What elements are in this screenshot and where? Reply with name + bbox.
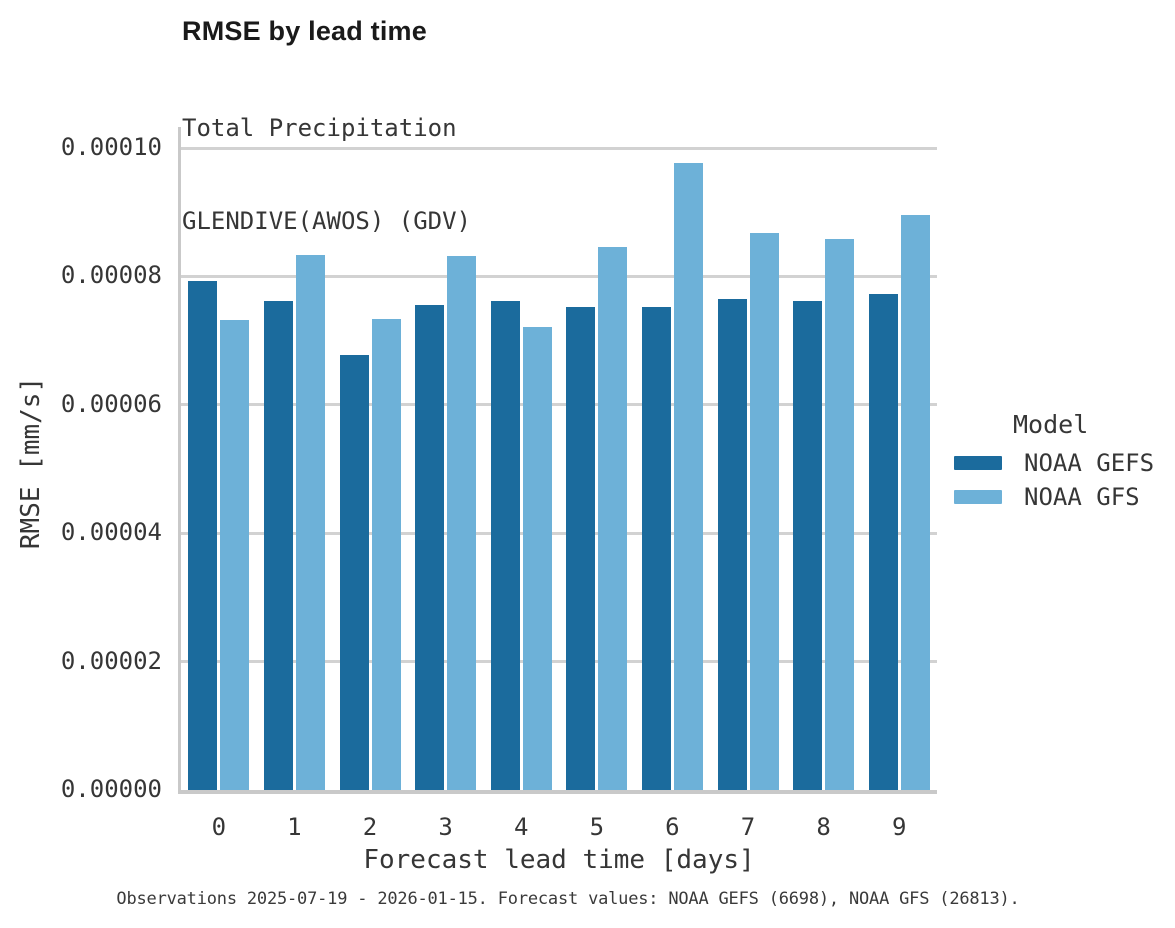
y-tick-label: 0.00002 <box>60 646 162 675</box>
gridline <box>181 660 937 664</box>
y-tick-label: 0.00000 <box>60 775 162 803</box>
gridline <box>181 274 937 278</box>
bar-noaa-gefs-lead-7 <box>717 299 747 790</box>
chart-subtitle-line-1: Total Precipitation <box>182 114 457 142</box>
legend: Model NOAA GEFS NOAA GFS <box>954 410 1169 519</box>
legend-swatch-icon <box>954 490 1002 504</box>
x-tick-label: 3 <box>438 813 453 841</box>
gridline <box>181 403 937 407</box>
bar-noaa-gefs-lead-4 <box>490 301 520 790</box>
legend-item: NOAA GFS <box>954 483 1169 511</box>
legend-items: NOAA GEFS NOAA GFS <box>954 449 1169 511</box>
chart-title: RMSE by lead time <box>182 16 427 46</box>
x-tick-label: 8 <box>816 813 831 841</box>
bar-noaa-gefs-lead-5 <box>566 307 596 790</box>
x-tick-label: 5 <box>589 813 605 841</box>
chart-subtitle: Total Precipitation GLENDIVE(AWOS) (GDV) <box>182 51 471 268</box>
bar-noaa-gfs-lead-4 <box>522 327 552 790</box>
bar-noaa-gfs-lead-6 <box>673 163 703 790</box>
bar-noaa-gefs-lead-2 <box>339 355 369 790</box>
x-tick-label: 2 <box>362 813 378 841</box>
bar-noaa-gfs-lead-5 <box>598 247 628 790</box>
bar-noaa-gefs-lead-9 <box>868 294 898 790</box>
bar-noaa-gefs-lead-3 <box>415 305 445 790</box>
y-axis-title: RMSE [mm/s] <box>16 376 46 550</box>
legend-label: NOAA GEFS <box>1024 449 1155 477</box>
bar-noaa-gefs-lead-0 <box>188 281 218 790</box>
legend-swatch-icon <box>954 456 1002 470</box>
legend-title: Model <box>1013 410 1089 439</box>
y-tick-label: 0.00008 <box>60 261 162 290</box>
bar-noaa-gfs-lead-9 <box>900 215 930 790</box>
gridline <box>181 531 937 535</box>
bar-noaa-gfs-lead-2 <box>371 319 401 790</box>
y-tick-label: 0.00010 <box>60 133 162 161</box>
bar-noaa-gefs-lead-8 <box>793 301 823 790</box>
y-tick-label: 0.00004 <box>60 518 162 547</box>
chart-subtitle-line-2: GLENDIVE(AWOS) (GDV) <box>182 207 471 235</box>
y-tick-label: 0.00006 <box>60 389 162 418</box>
bar-noaa-gfs-lead-1 <box>295 255 325 790</box>
bar-noaa-gefs-lead-6 <box>641 307 671 790</box>
bar-noaa-gfs-lead-0 <box>220 320 250 790</box>
x-tick-label: 9 <box>891 813 907 841</box>
plot-area <box>178 127 937 794</box>
bar-noaa-gfs-lead-7 <box>749 233 779 790</box>
footer-note: Observations 2025-07-19 - 2026-01-15. Fo… <box>116 889 1020 909</box>
legend-label: NOAA GFS <box>1024 483 1140 511</box>
bar-noaa-gfs-lead-8 <box>825 239 855 790</box>
x-tick-label: 7 <box>740 813 756 841</box>
gridline <box>181 146 937 150</box>
x-tick-label: 0 <box>211 813 227 841</box>
x-tick-label: 6 <box>665 813 680 841</box>
x-tick-label: 4 <box>513 813 529 841</box>
x-axis-title: Forecast lead time [days] <box>363 845 755 875</box>
legend-item: NOAA GEFS <box>954 449 1169 477</box>
bar-noaa-gefs-lead-1 <box>263 301 293 790</box>
x-tick-label: 1 <box>287 813 302 841</box>
bar-noaa-gfs-lead-3 <box>447 256 477 790</box>
